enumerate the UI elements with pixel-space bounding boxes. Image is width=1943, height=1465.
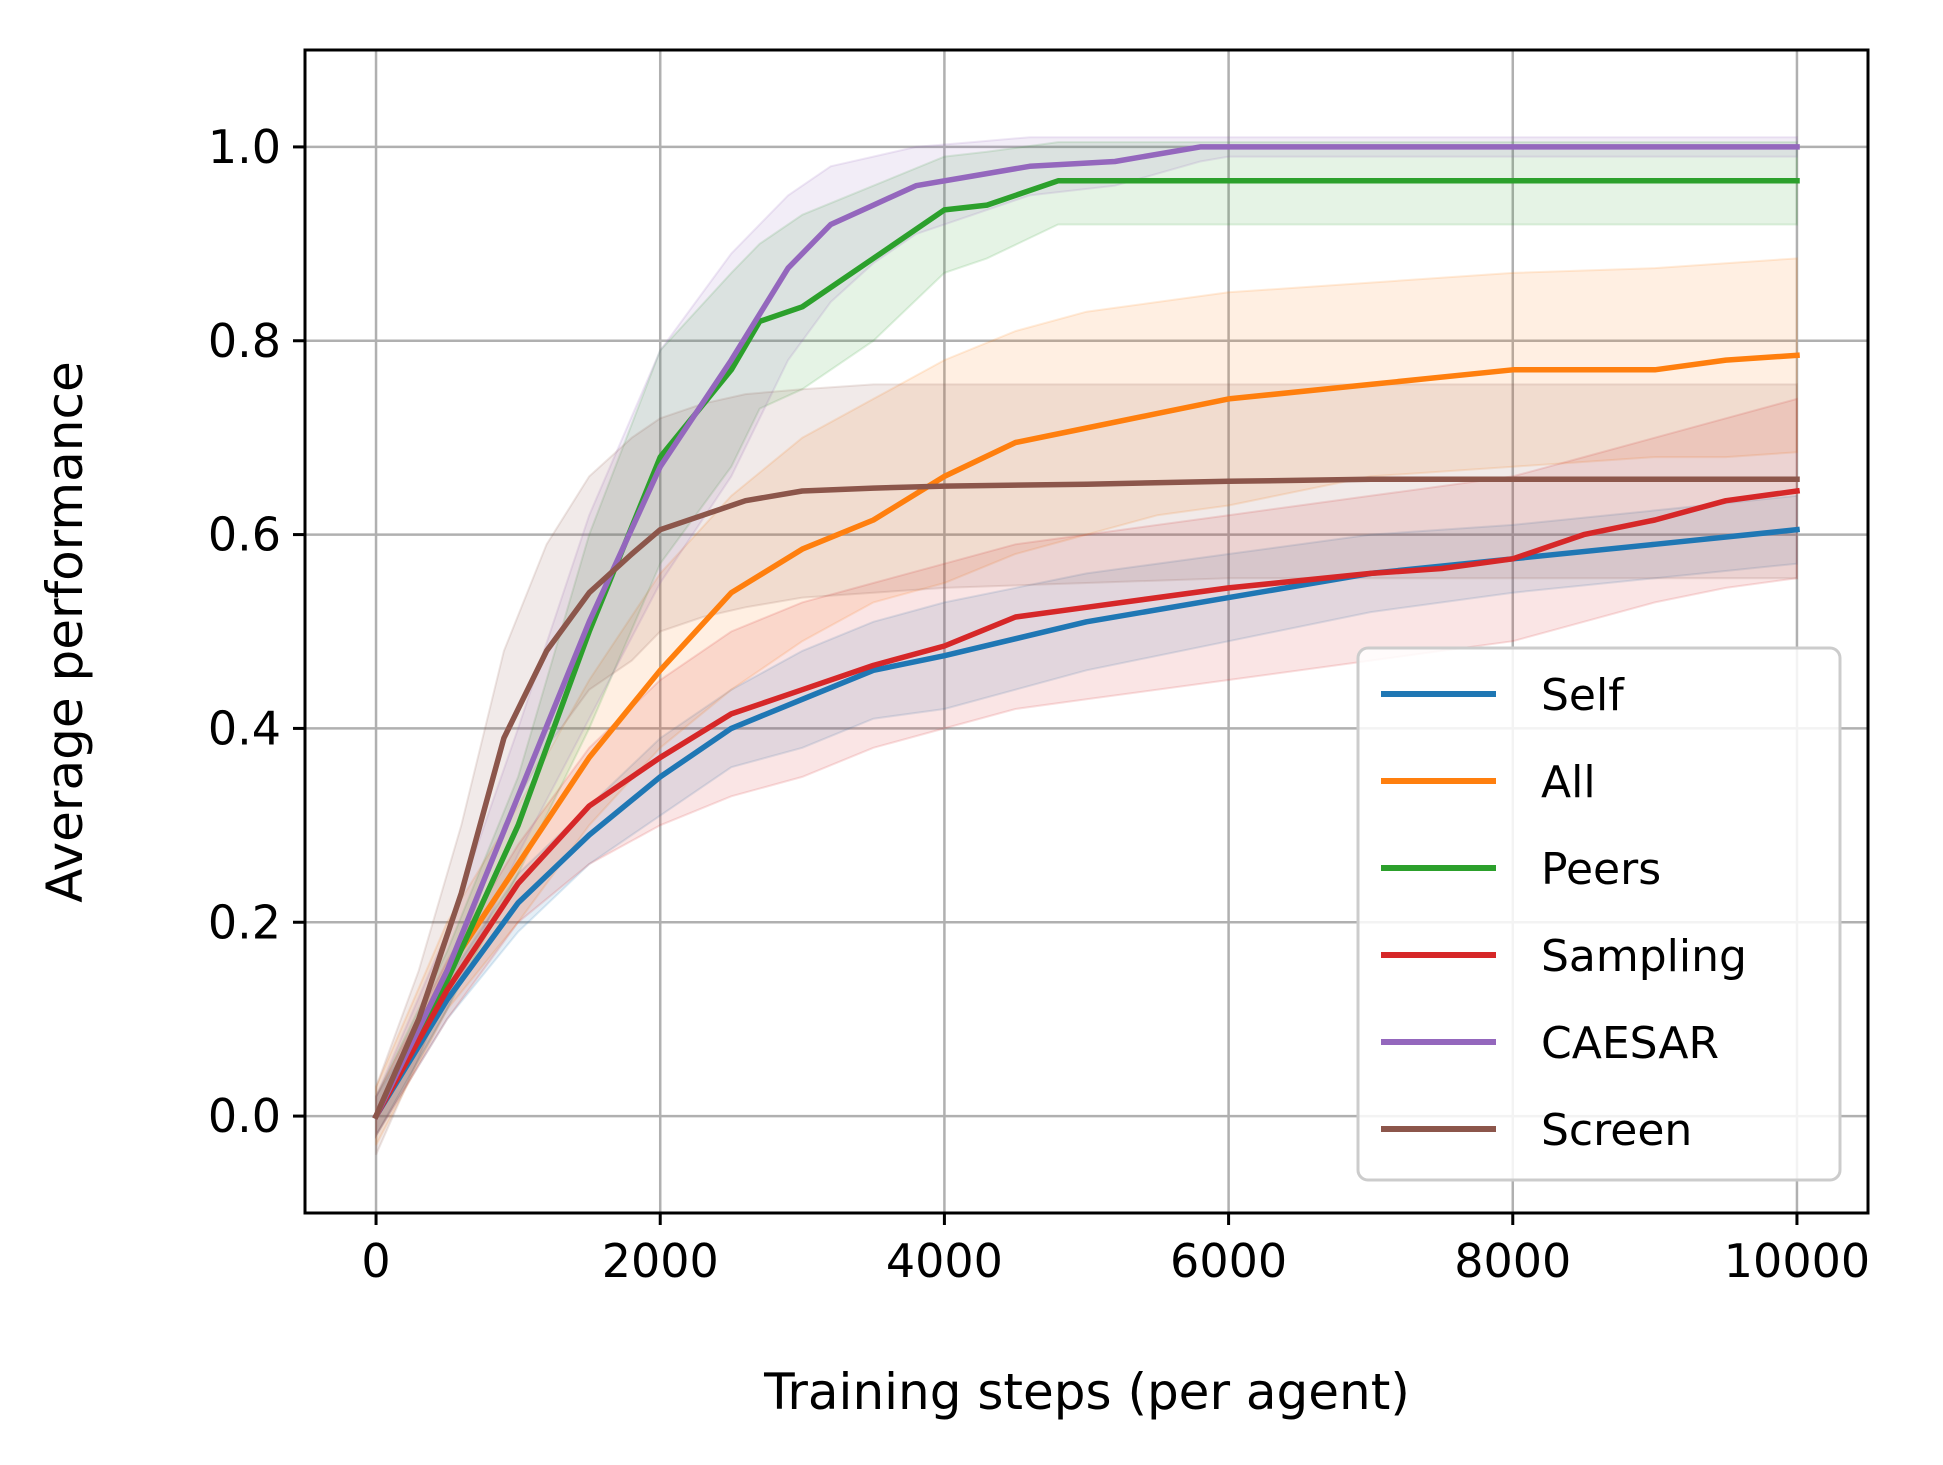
x-tick-label: 6000 xyxy=(1170,1234,1287,1288)
x-tick-label: 10000 xyxy=(1724,1234,1870,1288)
band-sampling xyxy=(375,397,1798,1140)
x-tick-label: 0 xyxy=(361,1234,390,1288)
series-line-peers xyxy=(372,178,1800,1120)
series-line-screen xyxy=(372,476,1800,1120)
legend-label-screen: Screen xyxy=(1541,1105,1692,1156)
band-screen xyxy=(375,383,1798,1156)
series-line-all xyxy=(372,352,1800,1120)
y-tick-label: 0.0 xyxy=(208,1089,281,1143)
band-peers xyxy=(375,141,1798,1140)
legend-item-all: All xyxy=(1381,757,1596,808)
legend-item-screen: Screen xyxy=(1381,1105,1692,1156)
x-tick-label: 8000 xyxy=(1454,1234,1571,1288)
y-axis-ticks: 0.0 0.2 0.4 0.6 0.8 1.0 xyxy=(208,120,305,1143)
legend-item-caesar: CAESAR xyxy=(1381,1018,1719,1069)
x-axis-ticks: 0 2000 4000 6000 8000 10000 xyxy=(361,1213,1870,1288)
x-tick-label: 4000 xyxy=(886,1234,1003,1288)
x-tick-label: 2000 xyxy=(602,1234,719,1288)
x-axis-label: Training steps (per agent) xyxy=(763,1363,1410,1421)
y-tick-label: 1.0 xyxy=(208,120,281,174)
legend-label-caesar: CAESAR xyxy=(1541,1018,1719,1069)
plot-frame xyxy=(303,48,1870,1215)
y-tick-label: 0.6 xyxy=(208,508,281,562)
legend-item-self: Self xyxy=(1381,670,1625,721)
legend: Self All Peers Sampling CAESAR Screen xyxy=(1356,646,1842,1182)
legend-label-self: Self xyxy=(1541,670,1625,721)
y-axis-label: Average performance xyxy=(36,361,94,902)
band-all xyxy=(375,257,1798,1146)
legend-box xyxy=(1356,646,1842,1182)
grid-lines xyxy=(305,50,1868,1213)
series-line-sampling xyxy=(372,487,1801,1120)
legend-label-peers: Peers xyxy=(1541,844,1661,895)
series-line-caesar xyxy=(372,144,1800,1120)
y-tick-label: 0.4 xyxy=(208,701,281,755)
series-lines xyxy=(372,144,1801,1120)
band-caesar xyxy=(375,136,1798,1140)
y-tick-label: 0.2 xyxy=(208,895,281,949)
legend-label-sampling: Sampling xyxy=(1541,931,1747,982)
legend-item-sampling: Sampling xyxy=(1381,931,1747,982)
legend-item-peers: Peers xyxy=(1381,844,1661,895)
legend-label-all: All xyxy=(1541,757,1596,808)
y-tick-label: 0.8 xyxy=(208,314,281,368)
